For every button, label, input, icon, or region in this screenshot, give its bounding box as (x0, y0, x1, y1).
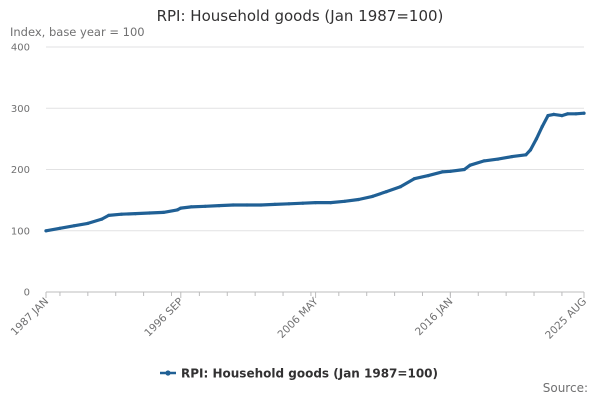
y-tick-label-400: 400 (11, 43, 30, 54)
data-point (534, 137, 539, 141)
y-tick-label-0: 0 (24, 288, 30, 299)
data-point (510, 155, 514, 159)
data-point (273, 202, 277, 206)
data-point (287, 202, 291, 206)
data-point (496, 157, 500, 161)
data-point (119, 212, 124, 216)
x-tick-label-4: 2025 AUG (543, 296, 589, 342)
y-tick-label-100: 100 (11, 226, 30, 237)
data-point (259, 203, 263, 207)
x-axis: 1987 JAN 1996 SEP 2006 MAY 2016 JAN 2025 AUG (9, 292, 589, 342)
y-tick-label-200: 200 (11, 165, 30, 176)
data-point (560, 114, 564, 118)
data-point (231, 203, 235, 207)
x-tick-label-3: 2016 JAN (413, 296, 455, 338)
x-tick-label-1: 1996 SEP (142, 296, 186, 340)
data-point (314, 201, 318, 205)
data-point (217, 204, 221, 208)
data-point (540, 125, 544, 129)
data-point (44, 229, 48, 233)
data-point (357, 197, 361, 202)
data-point (528, 148, 533, 152)
data-point (426, 174, 430, 178)
y-tick-label-300: 300 (11, 104, 30, 115)
data-point (448, 169, 452, 173)
data-point (100, 217, 104, 221)
data-point (412, 177, 416, 181)
data-point (546, 114, 550, 118)
data-point (552, 112, 556, 116)
legend-label[interactable]: RPI: Household goods (Jan 1987=100) (181, 367, 438, 381)
data-point (175, 208, 179, 212)
data-point (107, 213, 111, 217)
series-layer (44, 111, 586, 233)
y-axis-label: Index, base year = 100 (10, 25, 145, 39)
source-note: Source: (542, 381, 588, 395)
data-point (524, 153, 528, 157)
data-point (161, 210, 165, 214)
data-point (370, 194, 375, 198)
chart-title: RPI: Household goods (Jan 1987=100) (156, 7, 444, 25)
data-point (582, 111, 586, 115)
series-line-0 (44, 111, 586, 233)
data-point (133, 212, 138, 216)
data-point (384, 190, 389, 194)
data-point (245, 203, 249, 207)
data-point (301, 201, 305, 205)
data-point (72, 224, 76, 228)
data-point (86, 221, 90, 225)
data-point (574, 112, 578, 116)
x-tick-label-2: 2006 MAY (276, 295, 322, 341)
gridlines: 0 100 200 300 400 (11, 43, 584, 299)
data-point (147, 211, 151, 215)
data-point (343, 199, 347, 203)
data-point (566, 112, 570, 116)
x-tick-label-0: 1987 JAN (9, 296, 51, 338)
data-point (462, 167, 466, 172)
data-point (398, 185, 402, 189)
data-point (179, 206, 183, 210)
data-point (329, 201, 333, 205)
data-point (482, 159, 486, 163)
data-point (58, 226, 62, 230)
data-point (189, 205, 193, 209)
legend[interactable]: RPI: Household goods (Jan 1987=100) (160, 367, 438, 381)
data-point (203, 204, 207, 208)
data-point (440, 170, 444, 174)
legend-swatch-marker (165, 370, 171, 376)
data-point (468, 163, 472, 167)
